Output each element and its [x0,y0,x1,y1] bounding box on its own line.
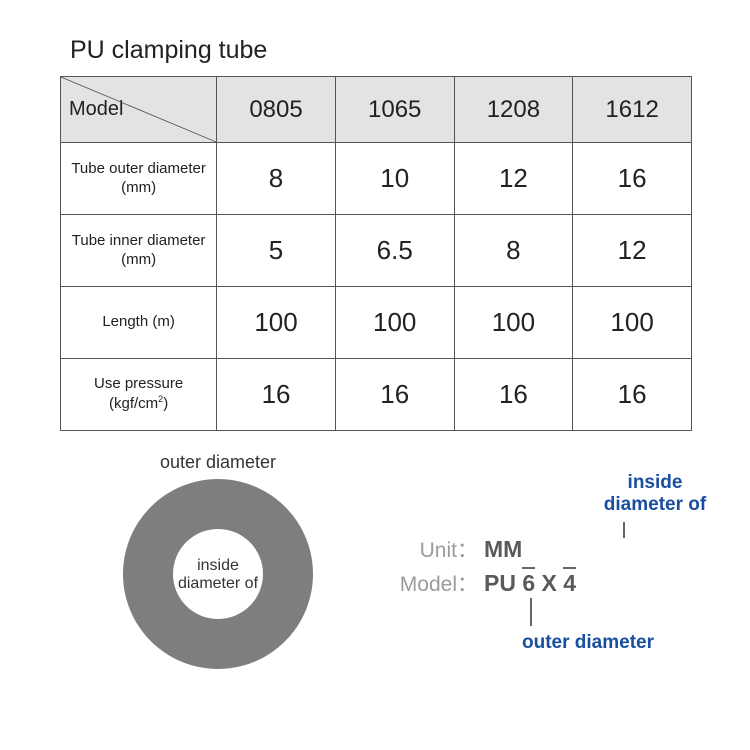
unit-value: MM [484,536,522,563]
model-label: Model [69,98,123,120]
spec-table: Model 0805 1065 1208 1612 Tube outer dia… [60,76,692,431]
cell: 16 [335,359,454,431]
model-prefix: PU [484,570,522,596]
unit-key: Unit： [398,534,478,564]
outer-diameter-label: outer diameter [108,452,328,473]
col-header: 0805 [217,77,336,143]
model-legend: insidediameter of Unit： MM Model： PU 6 X… [398,460,718,600]
table-row: Use pressure(kgf/cm2) 16 16 16 16 [61,359,692,431]
cell: 10 [335,143,454,215]
cell: 16 [573,359,692,431]
cell: 5 [217,215,336,287]
cell: 8 [217,143,336,215]
ring-diagram: outer diameter insidediameter of [108,452,328,669]
row-label: Use pressure(kgf/cm2) [61,359,217,431]
table-corner-cell: Model [61,77,217,143]
inner-diameter-label: insidediameter of [123,557,313,592]
cell: 8 [454,215,573,287]
table-row: Length (m) 100 100 100 100 [61,287,692,359]
cell: 16 [573,143,692,215]
model-sep: X [535,570,563,596]
model-value: PU 6 X 4 [484,570,576,597]
model-key: Model： [398,568,478,598]
col-header: 1208 [454,77,573,143]
col-header: 1612 [573,77,692,143]
page-title: PU clamping tube [70,36,267,65]
cell: 100 [573,287,692,359]
cell: 100 [217,287,336,359]
cell: 16 [454,359,573,431]
cell: 100 [454,287,573,359]
cell: 100 [335,287,454,359]
cell: 6.5 [335,215,454,287]
outer-diameter-callout: outer diameter [508,632,668,654]
table-row: Tube outer diameter (mm) 8 10 12 16 [61,143,692,215]
col-header: 1065 [335,77,454,143]
model-outer-dim: 6 [522,567,535,596]
model-inner-dim: 4 [563,567,576,596]
row-label: Tube inner diameter (mm) [61,215,217,287]
cell: 12 [454,143,573,215]
row-label: Tube outer diameter (mm) [61,143,217,215]
table-row: Tube inner diameter (mm) 5 6.5 8 12 [61,215,692,287]
inside-diameter-callout: insidediameter of [595,472,715,516]
cell: 16 [217,359,336,431]
row-label: Length (m) [61,287,217,359]
cell: 12 [573,215,692,287]
